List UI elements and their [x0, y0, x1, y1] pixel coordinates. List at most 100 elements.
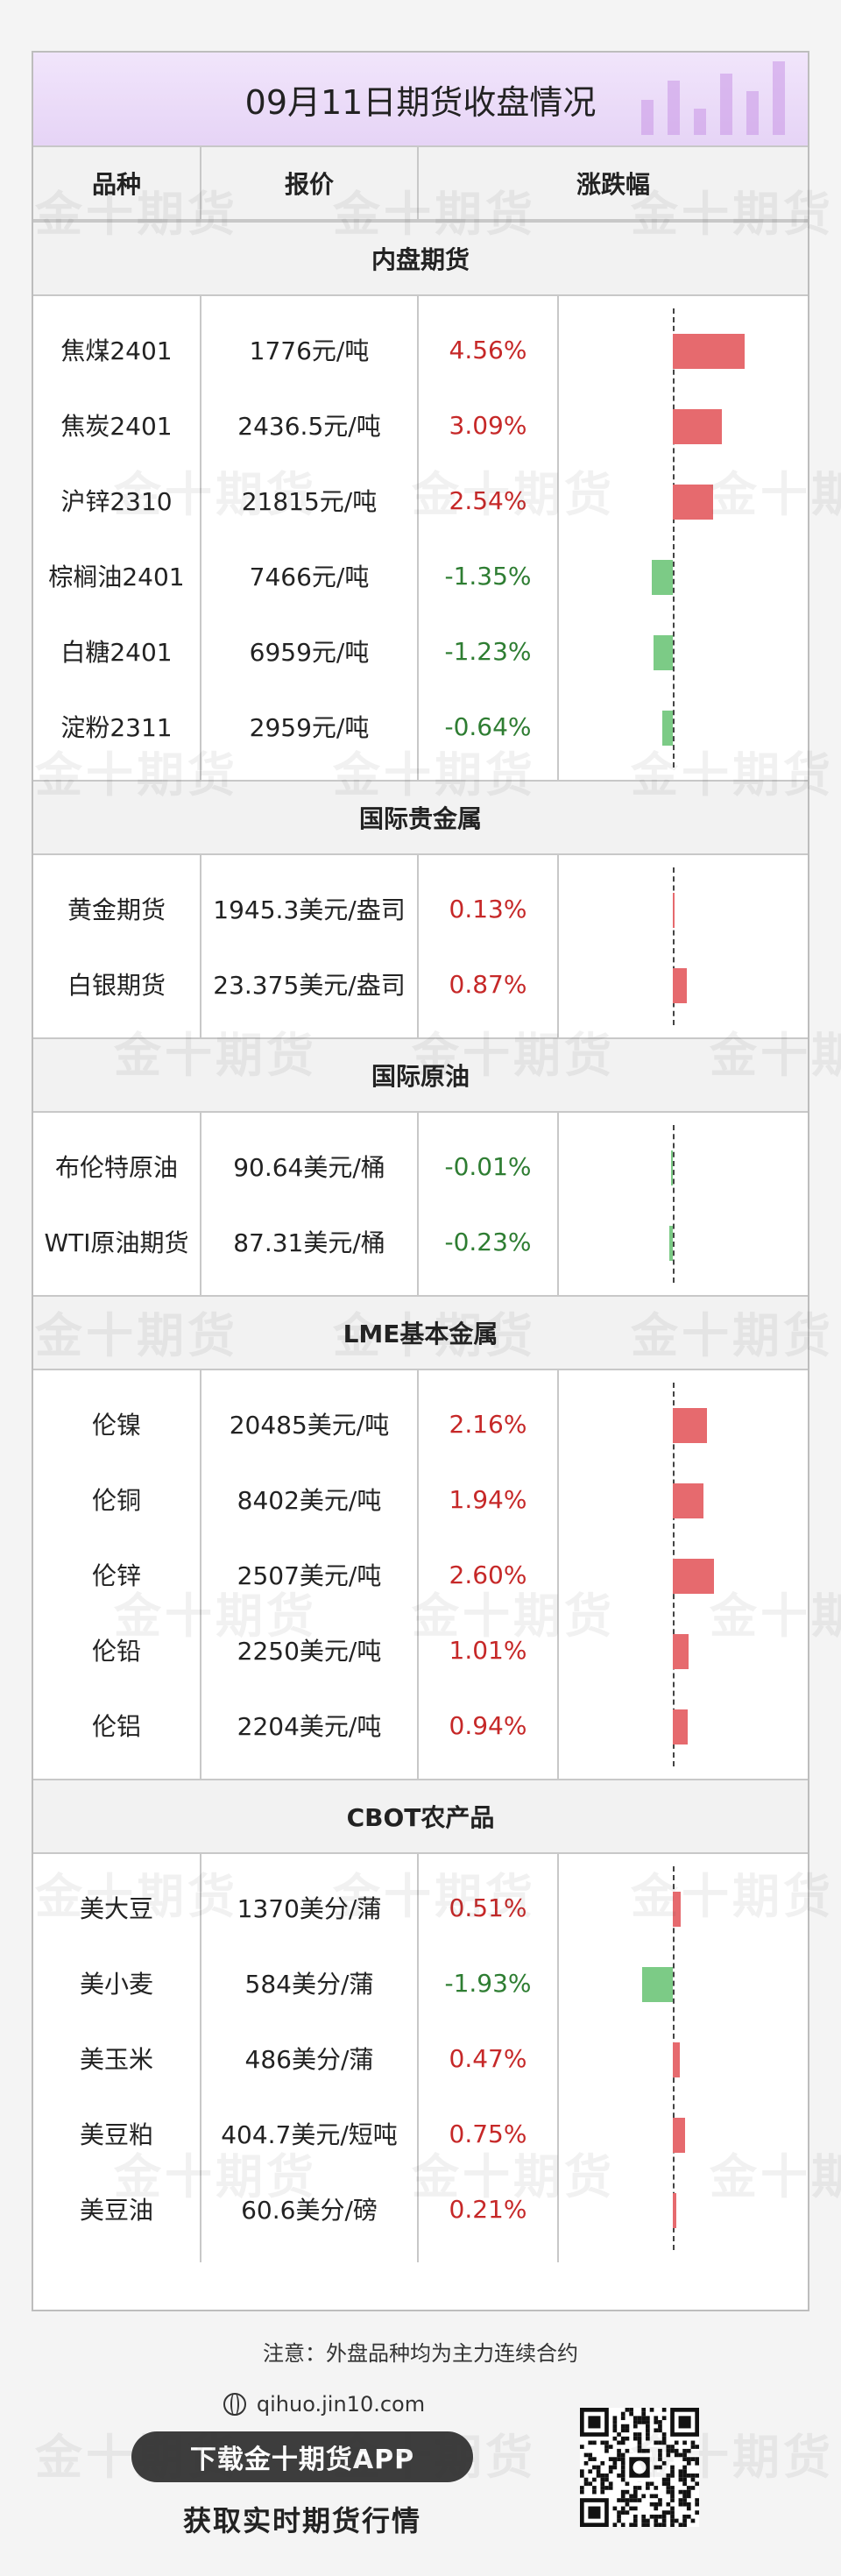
change-percent: 1.94%	[449, 1484, 527, 1514]
section-header: CBOT农产品	[33, 1779, 808, 1854]
change-percent: -1.23%	[444, 636, 532, 666]
change-bar	[673, 334, 746, 369]
change-bar	[673, 2118, 685, 2153]
change-bar	[668, 1226, 673, 1261]
change-bar	[671, 1150, 673, 1185]
commodity-price: 404.7美元/短吨	[221, 2120, 398, 2149]
change-bar	[673, 1892, 682, 1927]
table-row: 伦锌 2507美元/吨 2.60%	[33, 1537, 808, 1612]
page-title: 09月11日期货收盘情况	[244, 82, 597, 122]
table-header: 品种 报价 涨跌幅	[33, 145, 808, 221]
commodity-price: 90.64美元/桶	[233, 1153, 385, 1182]
change-percent: 3.09%	[449, 410, 527, 440]
commodity-price: 21815元/吨	[241, 487, 378, 516]
section-block: 焦煤2401 1776元/吨 4.56% 焦炭2401 2436.5元/吨 3.09% 沪锌…	[33, 296, 808, 780]
change-percent: 0.75%	[449, 2119, 527, 2148]
commodity-name: 美玉米	[79, 2045, 153, 2074]
change-bar	[673, 893, 675, 928]
commodity-name: 伦铝	[91, 1712, 141, 1741]
change-percent: -0.64%	[444, 711, 532, 741]
table-row: 美大豆 1370美分/蒲 0.51%	[33, 1870, 808, 1945]
change-percent: -1.93%	[444, 1968, 532, 1998]
commodity-price: 584美分/蒲	[244, 1970, 374, 1999]
table-row: 布伦特原油 90.64美元/桶 -0.01%	[33, 1129, 808, 1204]
table-row: 棕榈油2401 7466元/吨 -1.35%	[33, 538, 808, 613]
footnote: 注意：外盘品种均为主力连续合约	[263, 2341, 578, 2366]
change-bar	[673, 409, 722, 444]
change-percent: 2.54%	[449, 485, 527, 515]
commodity-price: 1370美分/蒲	[237, 1894, 382, 1923]
commodity-name: 伦锌	[91, 1561, 141, 1590]
commodity-name: 焦煤2401	[60, 336, 173, 365]
change-bar	[651, 560, 673, 595]
section-block: 黄金期货 1945.3美元/盎司 0.13% 白银期货 23.375美元/盎司 0.87%	[33, 855, 808, 1037]
section-block: 美大豆 1370美分/蒲 0.51% 美小麦 584美分/蒲 -1.93% 美玉米 486美分…	[33, 1854, 808, 2262]
change-bar	[673, 1408, 707, 1443]
commodity-name: 美豆油	[79, 2196, 153, 2225]
commodity-name: WTI原油期货	[44, 1228, 189, 1257]
commodity-price: 2250美元/吨	[237, 1637, 382, 1666]
website-link[interactable]: qihuo.jin10.com	[175, 2392, 473, 2417]
section-block: 布伦特原油 90.64美元/桶 -0.01% WTI原油期货 87.31美元/桶 -0.2…	[33, 1113, 808, 1295]
commodity-price: 1945.3美元/盎司	[213, 895, 406, 924]
table-row: 焦炭2401 2436.5元/吨 3.09%	[33, 387, 808, 463]
commodity-price: 23.375美元/盎司	[213, 971, 406, 1000]
commodity-price: 87.31美元/桶	[233, 1228, 385, 1257]
zero-line	[673, 308, 675, 768]
commodity-price: 486美分/蒲	[244, 2045, 374, 2074]
change-bar	[673, 1709, 688, 1744]
change-bar	[673, 485, 713, 520]
commodity-name: 焦炭2401	[60, 412, 173, 441]
change-percent: -1.35%	[444, 561, 532, 591]
commodity-name: 美大豆	[79, 1894, 153, 1923]
change-bar	[653, 635, 673, 670]
commodity-price: 1776元/吨	[249, 336, 370, 365]
table-row: 伦铝 2204美元/吨 0.94%	[33, 1688, 808, 1763]
zero-line	[673, 1125, 675, 1283]
section-block: 伦镍 20485美元/吨 2.16% 伦铜 8402美元/吨 1.94% 伦锌 2507美元/…	[33, 1370, 808, 1779]
commodity-price: 2204美元/吨	[237, 1712, 382, 1741]
title-bar: 09月11日期货收盘情况	[33, 53, 808, 145]
section-header: 国际原油	[33, 1037, 808, 1113]
column-header-name: 品种	[91, 170, 141, 199]
table-row: 伦铜 8402美元/吨 1.94%	[33, 1461, 808, 1537]
slogan: 获取实时期货行情	[182, 2504, 421, 2537]
change-percent: 1.01%	[449, 1635, 527, 1665]
change-bar	[673, 968, 687, 1003]
change-percent: -0.23%	[444, 1227, 532, 1256]
commodity-price: 7466元/吨	[249, 563, 370, 591]
zero-line	[673, 867, 675, 1025]
commodity-name: 美豆粕	[79, 2120, 153, 2149]
commodity-price: 2436.5元/吨	[237, 412, 381, 441]
column-header-price: 报价	[284, 170, 334, 199]
commodity-name: 伦铜	[91, 1486, 141, 1515]
change-percent: 2.16%	[449, 1409, 527, 1439]
commodity-name: 布伦特原油	[54, 1153, 178, 1182]
table-row: 白银期货 23.375美元/盎司 0.87%	[33, 946, 808, 1022]
commodity-name: 白糖2401	[60, 638, 173, 667]
table-row: 美小麦 584美分/蒲 -1.93%	[33, 1945, 808, 2020]
commodity-name: 沪锌2310	[60, 487, 173, 516]
change-bar	[662, 711, 673, 746]
commodity-name: 棕榈油2401	[48, 563, 185, 591]
commodity-name: 淀粉2311	[60, 713, 173, 742]
section-header: 国际贵金属	[33, 780, 808, 855]
change-percent: 2.60%	[449, 1560, 527, 1589]
table-row: 沪锌2310 21815元/吨 2.54%	[33, 463, 808, 538]
change-percent: 0.21%	[449, 2194, 527, 2224]
change-bar	[673, 1483, 703, 1518]
commodity-name: 伦铅	[91, 1637, 141, 1666]
table-row: 焦煤2401 1776元/吨 4.56%	[33, 312, 808, 387]
download-app-button[interactable]: 下载金十期货APP	[131, 2431, 473, 2482]
commodity-name: 白银期货	[67, 971, 166, 1000]
table-row: 伦铅 2250美元/吨 1.01%	[33, 1612, 808, 1688]
table-row: 美豆油 60.6美分/磅 0.21%	[33, 2171, 808, 2247]
globe-icon	[223, 2393, 246, 2416]
change-percent: 0.47%	[449, 2043, 527, 2073]
commodity-price: 6959元/吨	[249, 638, 370, 667]
candlestick-decoration-icon	[624, 53, 799, 145]
table-row: WTI原油期货 87.31美元/桶 -0.23%	[33, 1204, 808, 1279]
change-percent: 4.56%	[449, 335, 527, 364]
change-bar	[673, 1559, 714, 1594]
column-header-change: 涨跌幅	[576, 170, 650, 199]
